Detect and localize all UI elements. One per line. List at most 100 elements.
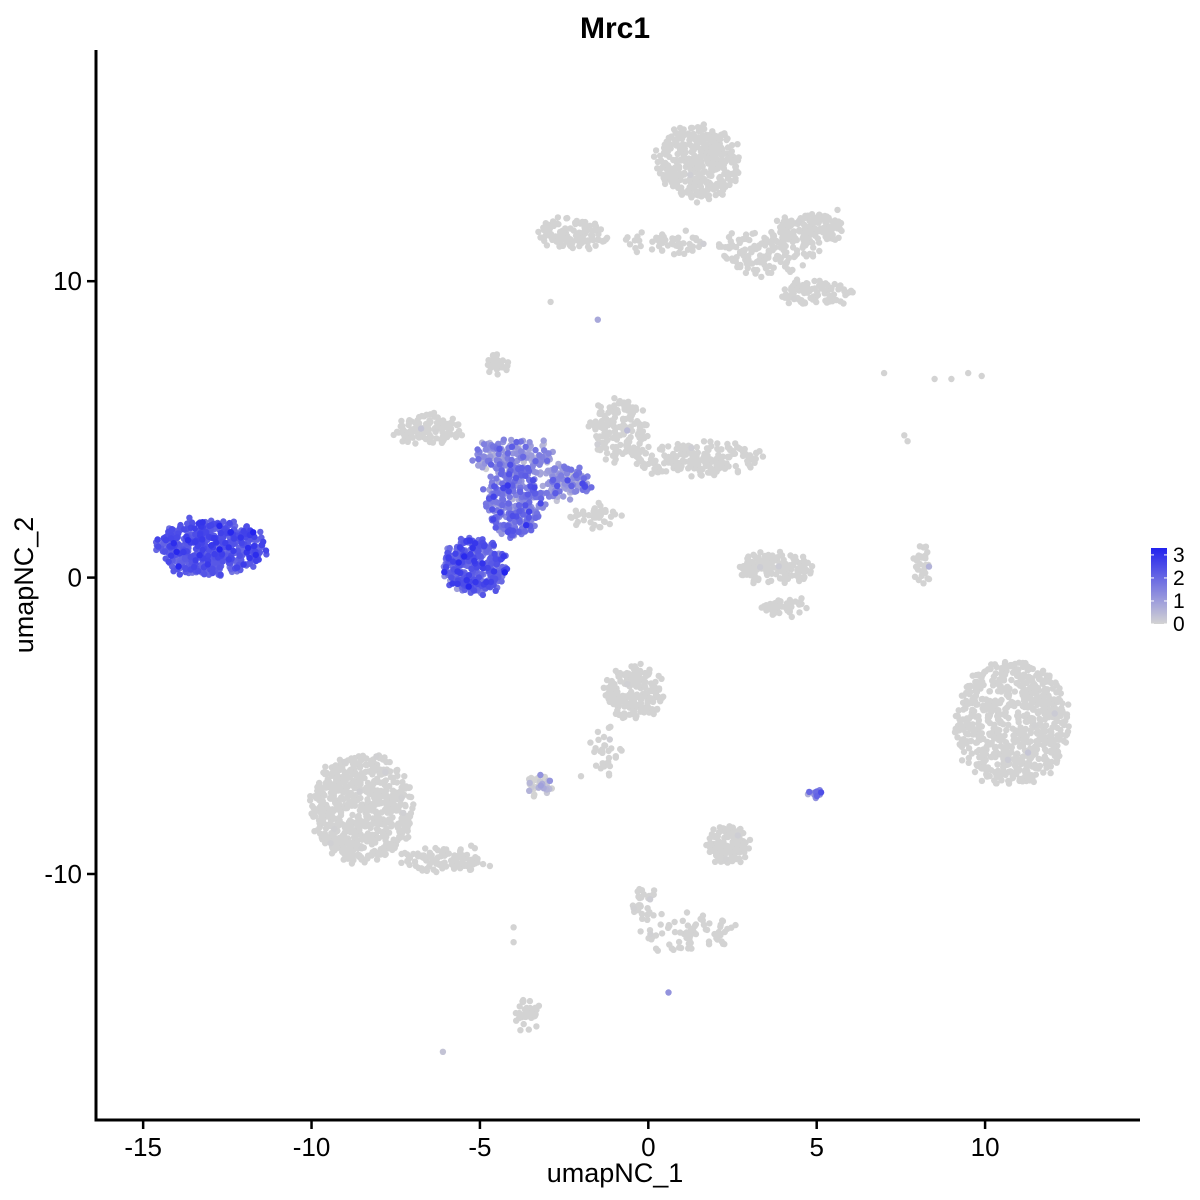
cell-point	[601, 742, 609, 749]
cell-point	[1020, 680, 1028, 687]
cell-point	[1040, 769, 1047, 776]
cell-point	[342, 836, 349, 843]
cell-point	[687, 124, 695, 132]
cell-point	[922, 543, 930, 550]
cell-point	[522, 472, 529, 479]
cell-point	[508, 443, 516, 450]
cell-point	[796, 577, 803, 585]
cell-point	[579, 508, 587, 515]
cell-point	[510, 939, 517, 946]
cell-point	[549, 218, 557, 225]
cell-point	[814, 292, 822, 299]
cell-point	[829, 225, 836, 232]
cell-point	[974, 713, 982, 720]
cell-point	[492, 524, 499, 531]
cell-point	[173, 534, 181, 541]
cell-point	[386, 758, 393, 766]
cell-point	[525, 514, 532, 521]
cell-point	[568, 482, 575, 490]
cell-point	[750, 551, 757, 558]
cell-point	[346, 853, 353, 861]
cell-point	[785, 254, 793, 262]
cell-point	[686, 171, 694, 178]
cell-point	[1049, 685, 1056, 692]
cell-point	[786, 596, 794, 604]
cell-point	[742, 269, 750, 277]
cell-point	[721, 940, 728, 948]
cell-point	[603, 449, 611, 457]
cell-point	[1032, 771, 1040, 778]
cell-point	[358, 845, 365, 852]
cell-point	[725, 233, 733, 241]
cell-point	[674, 445, 681, 452]
cell-point	[626, 413, 633, 420]
cell-point	[641, 463, 648, 470]
cell-point	[522, 443, 529, 450]
cell-point	[912, 563, 920, 570]
cell-point	[604, 436, 611, 444]
cell-point	[1057, 690, 1065, 697]
cell-point	[911, 573, 919, 580]
cell-point	[621, 406, 628, 413]
cell-point	[768, 570, 775, 577]
cell-point	[983, 743, 990, 750]
cell-point	[161, 548, 168, 555]
cell-point	[722, 158, 729, 166]
cell-point	[626, 403, 633, 411]
cell-point	[546, 777, 554, 784]
cell-point	[722, 183, 729, 191]
cell-point	[769, 242, 776, 249]
cell-point	[718, 457, 725, 465]
cell-point	[602, 508, 609, 515]
cell-point	[1051, 720, 1058, 727]
cell-point	[709, 144, 716, 152]
cell-point	[498, 467, 505, 474]
cell-point	[390, 431, 397, 439]
cell-point	[774, 554, 781, 561]
cell-point	[1022, 659, 1029, 667]
cell-point	[993, 748, 1000, 755]
cell-point	[605, 754, 613, 762]
cell-point	[770, 564, 777, 571]
cell-point	[587, 419, 594, 426]
cell-point	[1042, 710, 1050, 717]
cell-point	[619, 450, 626, 457]
cell-point	[412, 440, 419, 447]
cell-point	[517, 1027, 524, 1034]
cell-point	[592, 762, 600, 769]
cell-point	[1047, 769, 1054, 777]
cell-point	[644, 432, 651, 440]
cell-point	[808, 563, 816, 570]
cell-point	[524, 464, 531, 472]
cell-point	[208, 522, 215, 529]
cell-point	[498, 362, 505, 369]
cell-point	[398, 815, 405, 822]
cell-point	[405, 813, 412, 820]
cell-point	[768, 603, 775, 611]
cell-point	[655, 469, 662, 476]
cell-point	[383, 797, 390, 804]
cell-point	[686, 183, 693, 191]
cell-point	[439, 437, 447, 444]
cell-point	[472, 854, 479, 861]
cell-point	[543, 457, 551, 464]
cell-point	[397, 834, 405, 841]
cell-point	[801, 214, 809, 221]
cell-point	[978, 777, 986, 785]
cell-point	[612, 754, 619, 761]
cell-point	[1028, 683, 1036, 690]
cell-point	[672, 242, 680, 249]
cell-point	[579, 480, 586, 487]
cell-point	[611, 433, 618, 441]
cell-point	[955, 707, 962, 714]
cell-point	[742, 451, 749, 458]
cell-point	[694, 124, 701, 131]
cell-point	[646, 896, 654, 903]
cell-point	[1047, 735, 1054, 742]
cell-point	[809, 253, 817, 260]
cell-point	[531, 484, 538, 491]
cell-point	[661, 180, 669, 188]
cell-point	[1014, 712, 1021, 719]
cell-point	[737, 445, 744, 453]
scatter-points	[153, 121, 1072, 1056]
